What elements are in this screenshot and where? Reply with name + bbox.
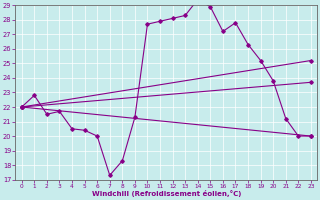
X-axis label: Windchill (Refroidissement éolien,°C): Windchill (Refroidissement éolien,°C)	[92, 190, 241, 197]
